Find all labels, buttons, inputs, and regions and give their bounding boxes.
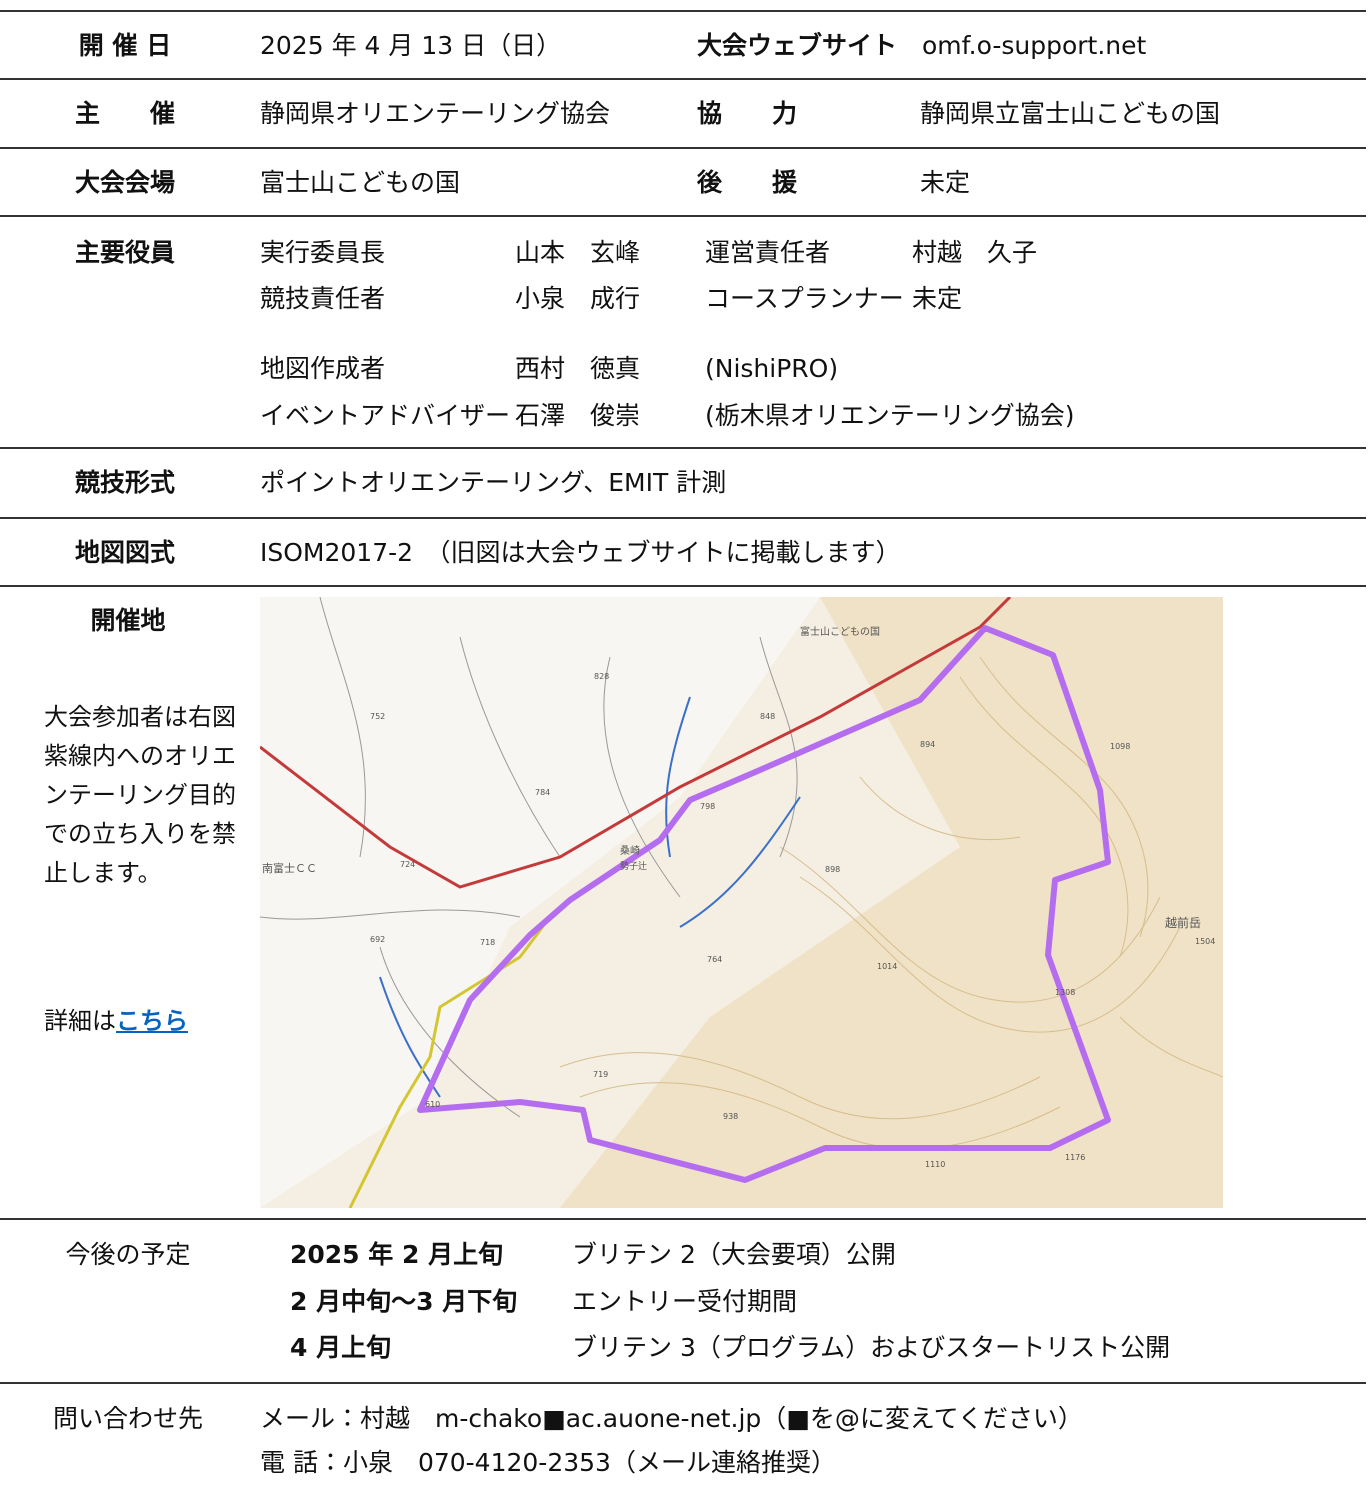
road (260, 597, 1012, 889)
map-label: 938 (723, 1112, 738, 1121)
map-label: 富士山こどもの国 (800, 625, 880, 638)
label: 協 力 (697, 99, 798, 128)
person: 石澤 俊崇 (515, 401, 641, 430)
label: 主要役員 (74, 238, 176, 267)
map-label: 1110 (925, 1160, 945, 1169)
map-label: 894 (920, 740, 935, 749)
schedule-event: ブリテン 2（大会要項）公開 (572, 1240, 896, 1269)
label: 競技形式 (74, 468, 176, 497)
label: 地図図式 (74, 538, 176, 567)
value: 2025 年 4 月 13 日（日） (260, 31, 562, 60)
details-prefix: 詳細は (44, 1007, 116, 1035)
schedule-date: 2025 年 2 月上旬 (290, 1240, 504, 1269)
map-label: 1308 (1055, 988, 1075, 997)
role: 競技責任者 (260, 284, 386, 313)
role: イベントアドバイザー (260, 401, 511, 430)
schedule-event: ブリテン 3（プログラム）およびスタートリスト公開 (572, 1333, 1171, 1362)
label: 大会会場 (74, 168, 176, 197)
details: 詳細はこちら (44, 1006, 188, 1036)
map-label: 848 (760, 712, 775, 721)
person: 西村 徳真 (515, 354, 641, 383)
map-label: 1014 (877, 962, 897, 971)
notice: 大会参加者は右図紫線内へのオリエンテーリング目的での立ち入りを禁止します。 (44, 703, 236, 887)
value: 静岡県立富士山こどもの国 (920, 99, 1221, 128)
map: 富士山こどもの国 越前岳 南富士ＣＣ 桑崎 勢子辻 828 752 848 89… (260, 597, 1223, 1208)
map-label: 798 (700, 802, 715, 811)
value: 富士山こどもの国 (260, 168, 461, 197)
map-label: 南富士ＣＣ (262, 862, 317, 875)
details-link[interactable]: こちら (116, 1007, 188, 1035)
rule (0, 585, 1366, 587)
label: 今後の予定 (65, 1240, 191, 1269)
rule (0, 215, 1366, 217)
person: 村越 久子 (912, 238, 1038, 267)
person: 未定 (912, 284, 963, 313)
label: 開催地 (90, 606, 166, 635)
role: 実行委員長 (260, 238, 386, 267)
label: 問い合わせ先 (52, 1404, 204, 1433)
affiliation: (NishiPRO) (705, 354, 839, 383)
rule (0, 1218, 1366, 1220)
schedule-date: 4 月上旬 (290, 1333, 392, 1362)
map-label: 898 (825, 865, 840, 874)
map-label: 784 (535, 788, 550, 797)
map-label: 1176 (1065, 1153, 1085, 1162)
label: 後 援 (697, 168, 798, 197)
value: 静岡県オリエンテーリング協会 (260, 99, 611, 128)
map-label: 610 (425, 1100, 440, 1109)
map-label: 692 (370, 935, 385, 944)
value: ISOM2017-2 （旧図は大会ウェブサイトに掲載します） (260, 538, 901, 567)
label: 大会ウェブサイト (697, 31, 898, 60)
restricted-boundary (417, 625, 1111, 1183)
map-label: 1504 (1195, 937, 1215, 946)
rule (0, 78, 1366, 80)
road-yellow (348, 916, 552, 1208)
value: omf.o-support.net (922, 31, 1147, 60)
map-label: 越前岳 (1165, 915, 1201, 930)
rule (0, 1382, 1366, 1384)
rule (0, 447, 1366, 449)
value: 未定 (920, 168, 971, 197)
map-label: 719 (593, 1070, 608, 1079)
value: ポイントオリエンテーリング、EMIT 計測 (260, 468, 727, 497)
map-label: 1098 (1110, 742, 1130, 751)
map-labels: 富士山こどもの国 越前岳 南富士ＣＣ 桑崎 勢子辻 828 752 848 89… (262, 625, 1215, 1169)
affiliation: (栃木県オリエンテーリング協会) (705, 401, 1075, 430)
map-label: 724 (400, 860, 415, 869)
flat-area (260, 597, 820, 1208)
rule (0, 147, 1366, 149)
person: 小泉 成行 (515, 284, 641, 313)
map-label: 勢子辻 (620, 860, 647, 872)
contact-line: 電 話：小泉 070-4120-2353（メール連絡推奨） (260, 1448, 836, 1477)
rule (0, 10, 1366, 12)
map-label: 桑崎 (620, 844, 640, 857)
paths (260, 597, 798, 1118)
schedule-date: 2 月中旬～3 月下旬 (290, 1287, 518, 1316)
contours (559, 656, 1223, 1150)
slope-area (560, 597, 1223, 1208)
rule (0, 517, 1366, 519)
role: 運営責任者 (705, 238, 831, 267)
map-label: 764 (707, 955, 722, 964)
label: 開 催 日 (78, 31, 172, 60)
role: 地図作成者 (260, 354, 386, 383)
schedule-event: エントリー受付期間 (572, 1287, 798, 1316)
label: 主 催 (74, 99, 176, 128)
person: 山本 玄峰 (515, 238, 641, 267)
map-label: 752 (370, 712, 385, 721)
map-label: 718 (480, 938, 495, 947)
map-label: 828 (594, 672, 609, 681)
role: コースプランナー (705, 284, 904, 313)
contact-line: メール：村越 m-chako■ac.auone-net.jp（■を@に変えてくだ… (260, 1404, 1083, 1433)
